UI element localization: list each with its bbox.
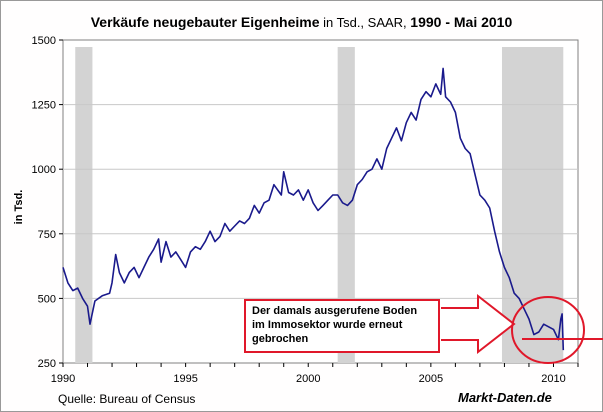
y-tick-label: 1500: [32, 35, 56, 47]
brand-logo: Markt-Daten.de: [458, 390, 552, 405]
y-tick-label: 500: [38, 293, 56, 305]
x-tick-label: 2005: [419, 373, 443, 385]
y-tick-label: 250: [38, 358, 56, 370]
annotation-arrow: [441, 293, 516, 355]
x-tick-label: 2000: [296, 373, 320, 385]
title-range: 1990 - Mai 2010: [410, 14, 513, 30]
series-line: [62, 67, 565, 351]
chart-title: Verkäufe neugebauter Eigenheime in Tsd.,…: [0, 14, 603, 30]
title-units: in Tsd., SAAR,: [319, 15, 411, 30]
y-tick-label: 750: [38, 229, 56, 241]
recession-band: [501, 47, 564, 363]
annotation-circle: [511, 296, 585, 364]
x-tick-label: 1995: [173, 373, 197, 385]
x-tick-label: 1990: [51, 373, 75, 385]
x-tick-label: 2010: [541, 373, 565, 385]
source-note: Quelle: Bureau of Census: [58, 392, 196, 406]
y-tick-label: 1000: [32, 164, 56, 176]
annotation-box: Der damals ausgerufene Boden im Immosekt…: [244, 299, 440, 353]
recession-band: [75, 47, 93, 363]
title-main: Verkäufe neugebauter Eigenheime: [90, 14, 320, 30]
y-tick-label: 1250: [32, 100, 56, 112]
